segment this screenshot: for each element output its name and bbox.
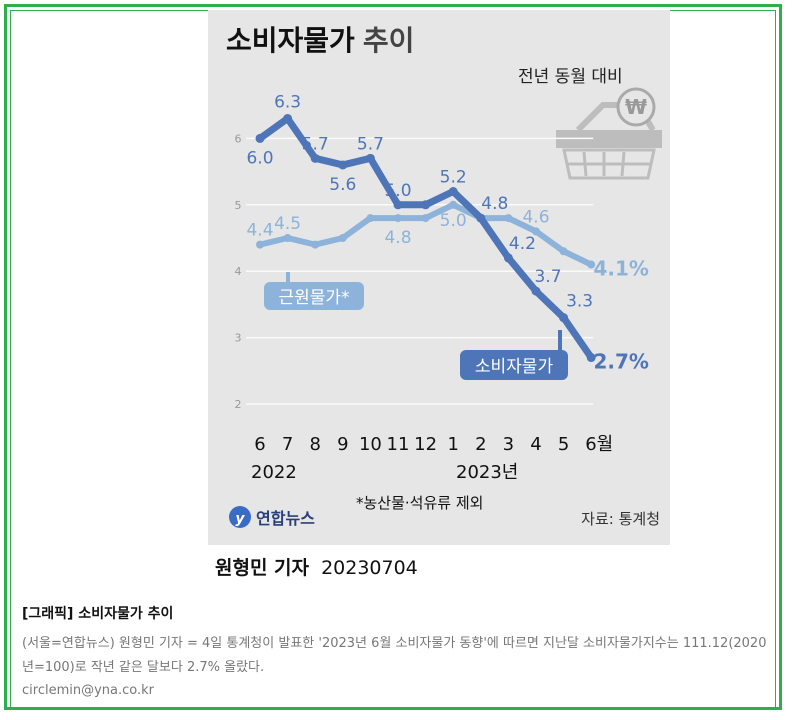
data-label-s0-1: 4.5 <box>274 214 301 234</box>
data-label-s1-9: 4.2 <box>509 234 536 254</box>
logo-text: 연합뉴스 <box>256 509 315 528</box>
point-s1-4 <box>365 153 375 163</box>
x-tick-8: 2 <box>475 434 486 455</box>
point-s0-4 <box>366 214 375 223</box>
point-s0-0 <box>256 240 264 249</box>
data-points <box>255 113 596 363</box>
data-label-s0-12: 4.1% <box>593 257 648 281</box>
byline: 원형민 기자 20230704 <box>215 553 418 580</box>
x-tick-1: 7 <box>282 434 293 455</box>
x-tick-11: 5 <box>558 434 569 455</box>
y-tick-6: 6 <box>235 132 242 145</box>
outer-frame <box>4 4 782 710</box>
data-label-s1-7: 5.2 <box>440 168 467 188</box>
x-tick-7: 1 <box>447 434 458 455</box>
source-label: 자료: 통계청 <box>581 510 660 528</box>
data-label-s1-0: 6.0 <box>246 148 273 168</box>
x-tick-2: 8 <box>309 434 320 455</box>
point-s0-9 <box>504 214 513 223</box>
caption-body: (서울=연합뉴스) 원형민 기자 = 4일 통계청이 발표한 '2023년 6월… <box>22 636 767 675</box>
point-s1-8 <box>476 213 486 223</box>
point-s0-3 <box>338 234 347 242</box>
series-lines <box>256 114 595 362</box>
legend-cpi-label: 소비자물가 <box>475 357 554 377</box>
point-s0-7 <box>449 200 458 209</box>
data-label-s0-5: 4.8 <box>384 228 411 248</box>
caption-title: [그래픽] 소비자물가 추이 <box>22 606 174 622</box>
chart-subtitle: 전년 동월 대비 <box>518 67 623 87</box>
x-tick-labels: 6 7 8 9 10 11 12 1 2 3 4 5 6월 <box>254 434 613 455</box>
y-tick-labels: 2 3 4 5 6 <box>235 132 242 411</box>
data-label-s0-10: 4.6 <box>522 207 549 227</box>
x-tick-0: 6 <box>254 434 265 455</box>
point-s1-6 <box>421 200 431 210</box>
byline-date: 20230704 <box>321 557 418 579</box>
legend-cpi-tag: 소비자물가 <box>460 330 568 380</box>
data-label-s1-8: 4.8 <box>481 194 508 214</box>
data-labels: 4.4 4.5 4.8 5.0 4.6 4.1% 6.0 6.3 5.7 5.6 5.7 5.0 5.2… <box>246 92 648 373</box>
point-s1-5 <box>393 200 403 210</box>
x-tick-5: 11 <box>387 434 410 455</box>
point-s0-10 <box>532 227 540 236</box>
svg-text:y: y <box>235 511 245 527</box>
point-s0-6 <box>421 214 430 223</box>
data-label-s1-3: 5.6 <box>329 175 356 195</box>
data-label-s1-4: 5.7 <box>357 134 384 154</box>
footnote: *농산물·석유류 제외 <box>356 494 483 512</box>
x-tick-12: 6월 <box>585 434 613 455</box>
legend-core-label: 근원물가* <box>278 288 349 308</box>
point-s1-1 <box>283 113 293 123</box>
year-label-2022: 2022 <box>251 462 297 483</box>
y-tick-2: 2 <box>235 398 242 411</box>
data-label-s1-1: 6.3 <box>274 92 301 112</box>
point-s1-0 <box>255 133 265 143</box>
data-label-s1-12: 2.7% <box>593 350 648 374</box>
data-label-s1-10: 3.7 <box>534 267 561 287</box>
point-s1-12 <box>586 353 596 363</box>
year-label-2023: 2023년 <box>456 462 518 483</box>
chart-title: 소비자물가 추이 <box>226 24 414 57</box>
y-tick-3: 3 <box>235 332 242 345</box>
point-s1-2 <box>310 153 320 163</box>
x-tick-9: 3 <box>503 434 514 455</box>
point-s1-7 <box>448 187 458 197</box>
point-s1-11 <box>559 313 569 323</box>
point-s0-1 <box>283 234 292 242</box>
x-tick-6: 12 <box>414 434 437 455</box>
legend-core-tag: 근원물가* <box>264 272 364 310</box>
y-tick-5: 5 <box>235 199 242 212</box>
data-label-s1-2: 5.7 <box>302 134 329 154</box>
point-s0-2 <box>311 240 320 249</box>
x-tick-3: 9 <box>337 434 348 455</box>
point-s1-10 <box>531 286 541 296</box>
yonhap-logo: y 연합뉴스 <box>229 506 315 528</box>
svg-text:₩: ₩ <box>625 95 647 119</box>
data-label-s0-7: 5.0 <box>440 211 467 231</box>
x-tick-4: 10 <box>359 434 382 455</box>
data-label-s0-0: 4.4 <box>246 221 273 241</box>
won-coin-icon: ₩ <box>616 87 656 127</box>
data-label-s1-11: 3.3 <box>566 292 593 312</box>
point-s0-5 <box>394 214 402 223</box>
x-tick-10: 4 <box>530 434 541 455</box>
point-s1-3 <box>338 160 348 170</box>
caption-email: circlemin@yna.co.kr <box>22 683 154 698</box>
y-tick-4: 4 <box>235 265 242 278</box>
data-label-s1-5: 5.0 <box>384 181 411 201</box>
reporter-name: 원형민 기자 <box>215 557 310 579</box>
point-s1-9 <box>503 253 513 263</box>
point-s0-11 <box>559 247 568 256</box>
point-s0-12 <box>587 260 596 269</box>
